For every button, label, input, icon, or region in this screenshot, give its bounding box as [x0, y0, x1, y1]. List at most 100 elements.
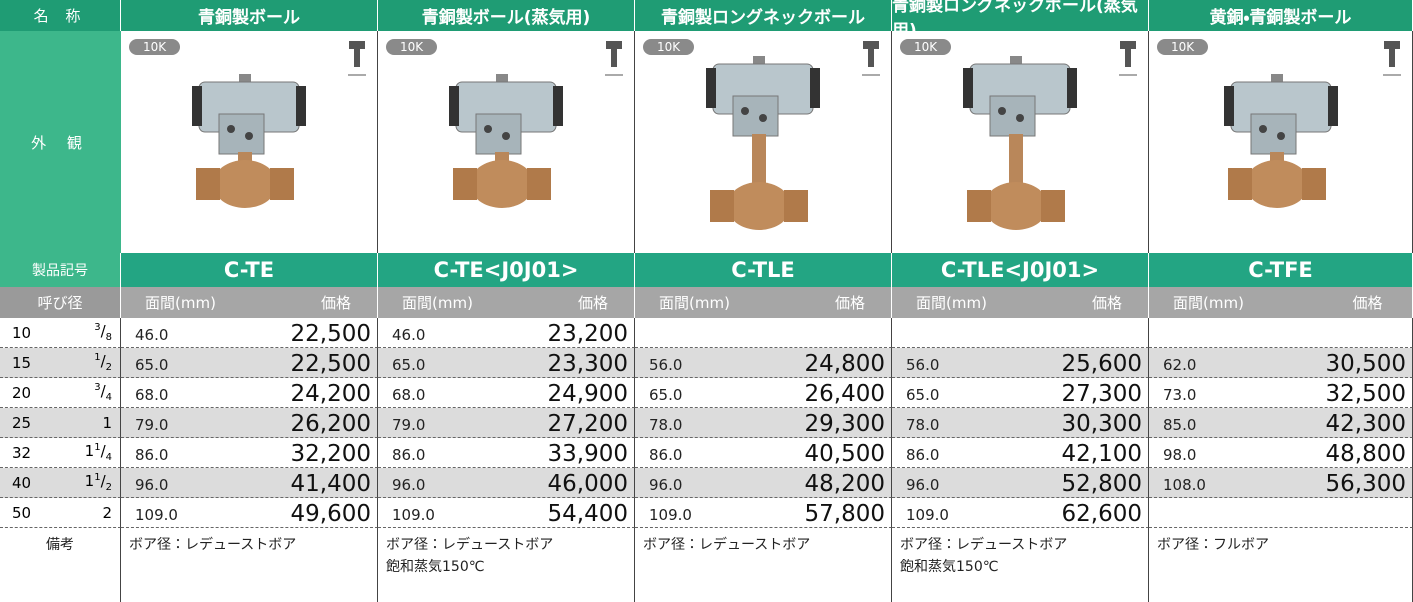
- face-to-face: 46.0: [392, 326, 426, 344]
- face-to-face: 62.0: [1163, 356, 1197, 374]
- slash: /: [100, 322, 106, 340]
- product-name: 青銅製ロングネックボール(蒸気用): [892, 0, 1149, 31]
- nominal-header: 呼び径: [0, 287, 121, 318]
- remarks-cell: ボア径：レデューストボア: [121, 528, 378, 602]
- product-code: C-TE<J0J01>: [378, 253, 635, 287]
- size-dn: 50: [12, 503, 32, 522]
- price: 42,100: [1061, 441, 1142, 467]
- data-cell: 85.0 42,300: [1149, 408, 1413, 438]
- price-header: 価格: [834, 294, 865, 312]
- nominal-size: 10 3/8: [0, 318, 121, 348]
- sub-header: 面間(mm) 価格: [1149, 287, 1413, 318]
- face-to-face: 109.0: [135, 506, 178, 524]
- mount-icon-svg: [1383, 41, 1401, 76]
- valve: [688, 56, 838, 240]
- appearance-cell: 10K: [1149, 31, 1413, 253]
- face-to-face: 96.0: [392, 476, 426, 494]
- slash: /: [100, 442, 106, 460]
- header-label: 名 称: [0, 0, 121, 31]
- data-cell: 86.0 42,100: [892, 438, 1149, 468]
- price: 24,200: [290, 381, 371, 407]
- size-inch: 2: [67, 504, 120, 522]
- pressure-badge: 10K: [129, 39, 181, 55]
- size-inch: 3/8: [67, 322, 120, 343]
- mount-icon: [1382, 41, 1402, 85]
- size-dn: 40: [12, 473, 32, 492]
- sub-header: 面間(mm) 価格: [121, 287, 378, 318]
- price: 24,900: [547, 381, 628, 407]
- pressure-badge: 10K: [1157, 39, 1209, 55]
- data-cell: 86.0 40,500: [635, 438, 892, 468]
- valve-image: [706, 56, 820, 230]
- face-to-face: 79.0: [135, 416, 169, 434]
- data-cell: 65.0 23,300: [378, 348, 635, 378]
- face-to-face: 98.0: [1163, 446, 1197, 464]
- appearance-cell: 10K: [378, 31, 635, 253]
- price: 49,600: [290, 501, 371, 527]
- sub-header: 面間(mm) 価格: [635, 287, 892, 318]
- face-to-face: 86.0: [135, 446, 169, 464]
- remark-line: 飽和蒸気150℃: [900, 559, 999, 575]
- data-cell: 86.0 32,200: [121, 438, 378, 468]
- data-cell: 79.0 26,200: [121, 408, 378, 438]
- price-header: 価格: [1091, 294, 1122, 312]
- data-cell: 78.0 29,300: [635, 408, 892, 438]
- mount-icon: [861, 41, 881, 85]
- face-header: 面間(mm): [402, 294, 473, 312]
- data-cell: 56.0 24,800: [635, 348, 892, 378]
- appearance-label: 外 観: [0, 31, 121, 253]
- face-to-face: 86.0: [649, 446, 683, 464]
- data-cell: 96.0 48,200: [635, 468, 892, 498]
- data-cell: 56.0 25,600: [892, 348, 1149, 378]
- data-cell: 46.0 23,200: [378, 318, 635, 348]
- size-inch: 11/2: [67, 472, 120, 493]
- face-to-face: 109.0: [906, 506, 949, 524]
- price: 52,800: [1061, 471, 1142, 497]
- inch-den: 4: [105, 392, 112, 403]
- data-cell: 96.0 52,800: [892, 468, 1149, 498]
- price: 56,300: [1325, 471, 1406, 497]
- inch-num: 1: [94, 472, 101, 483]
- mount-icon-svg: [1119, 41, 1137, 76]
- appearance-cell: 10K: [121, 31, 378, 253]
- inch-den: 4: [105, 452, 112, 463]
- price-header: 価格: [320, 294, 351, 312]
- price-header: 価格: [577, 294, 608, 312]
- data-cell: 68.0 24,200: [121, 378, 378, 408]
- face-to-face: 86.0: [906, 446, 940, 464]
- data-cell: [892, 318, 1149, 348]
- data-cell: 46.0 22,500: [121, 318, 378, 348]
- face-to-face: 108.0: [1163, 476, 1206, 494]
- face-to-face: 73.0: [1163, 386, 1197, 404]
- size-dn: 15: [12, 353, 32, 372]
- face-to-face: 65.0: [649, 386, 683, 404]
- price: 46,000: [547, 471, 628, 497]
- price: 57,800: [804, 501, 885, 527]
- product-code: C-TFE: [1149, 253, 1413, 287]
- size-inch: 1: [67, 414, 120, 432]
- remark-line: 飽和蒸気150℃: [386, 559, 485, 575]
- remark-line: ボア径：レデューストボア: [386, 537, 554, 553]
- slash: /: [100, 382, 106, 400]
- remarks-cell: ボア径：フルボア: [1149, 528, 1413, 602]
- pressure-badge: 10K: [386, 39, 438, 55]
- product-name: 青銅製ボール: [121, 0, 378, 31]
- price: 33,900: [547, 441, 628, 467]
- face-to-face: 65.0: [906, 386, 940, 404]
- face-header: 面間(mm): [659, 294, 730, 312]
- price: 32,500: [1325, 381, 1406, 407]
- remark-line: ボア径：レデューストボア: [643, 537, 811, 553]
- remarks-cell: ボア径：レデューストボア 飽和蒸気150℃: [378, 528, 635, 602]
- data-cell: 96.0 46,000: [378, 468, 635, 498]
- data-cell: [1149, 498, 1413, 528]
- data-cell: 86.0 33,900: [378, 438, 635, 468]
- slash: /: [100, 352, 106, 370]
- nominal-size: 50 2: [0, 498, 121, 528]
- sub-header: 面間(mm) 価格: [378, 287, 635, 318]
- mount-icon-svg: [348, 41, 366, 76]
- mount-icon: [1118, 41, 1138, 85]
- appearance-cell: 10K: [635, 31, 892, 253]
- face-to-face: 96.0: [135, 476, 169, 494]
